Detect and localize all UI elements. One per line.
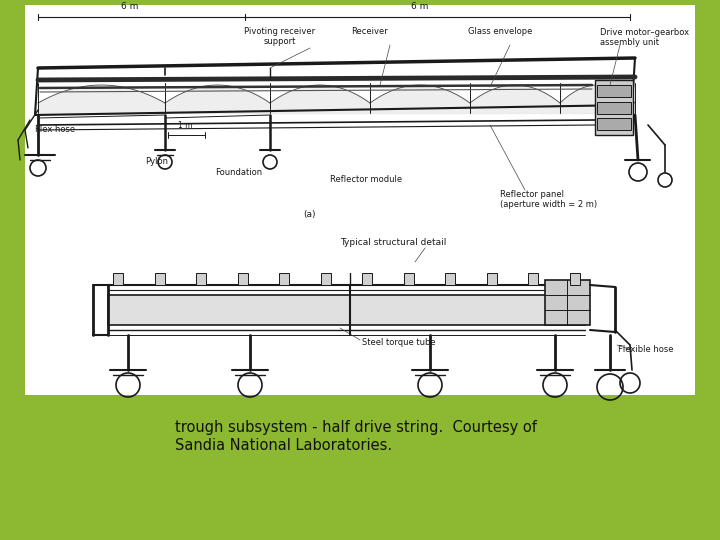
Text: Drive motor–gearbox
assembly unit: Drive motor–gearbox assembly unit [600, 28, 689, 48]
Text: Receiver: Receiver [351, 27, 388, 36]
Bar [597, 118, 631, 130]
Bar [446, 273, 455, 285]
Bar [196, 273, 206, 285]
Bar [108, 295, 585, 325]
Text: Foundation: Foundation [215, 168, 262, 177]
Bar [279, 273, 289, 285]
Text: Flex hose: Flex hose [35, 125, 75, 134]
Text: Flexible hose: Flexible hose [618, 345, 673, 354]
Text: 6 m: 6 m [121, 2, 139, 11]
Bar [25, 5, 695, 395]
Text: Glass envelope: Glass envelope [468, 27, 532, 36]
Text: 1 m: 1 m [178, 121, 192, 130]
Bar [487, 273, 497, 285]
Bar [113, 273, 123, 285]
Bar [528, 273, 539, 285]
Bar [597, 102, 631, 114]
Text: Reflector module: Reflector module [330, 175, 402, 184]
Text: Steel torque tube: Steel torque tube [362, 338, 436, 347]
Text: Pylon: Pylon [145, 157, 168, 166]
Bar [362, 273, 372, 285]
Bar [404, 273, 414, 285]
Text: Reflector panel
(aperture width = 2 m): Reflector panel (aperture width = 2 m) [500, 190, 597, 210]
Bar [570, 273, 580, 285]
Text: Typical structural detail: Typical structural detail [340, 238, 446, 247]
Text: 6 m: 6 m [411, 2, 428, 11]
Text: Pivoting receiver
support: Pivoting receiver support [244, 27, 315, 46]
Text: Sandia National Laboratories.: Sandia National Laboratories. [175, 438, 392, 453]
Bar [595, 80, 633, 135]
Bar [155, 273, 165, 285]
Bar [320, 273, 330, 285]
Bar [545, 280, 590, 325]
Text: trough subsystem - half drive string.  Courtesy of: trough subsystem - half drive string. Co… [175, 420, 537, 435]
Text: (a): (a) [304, 210, 316, 219]
Bar [238, 273, 248, 285]
Bar [597, 85, 631, 97]
